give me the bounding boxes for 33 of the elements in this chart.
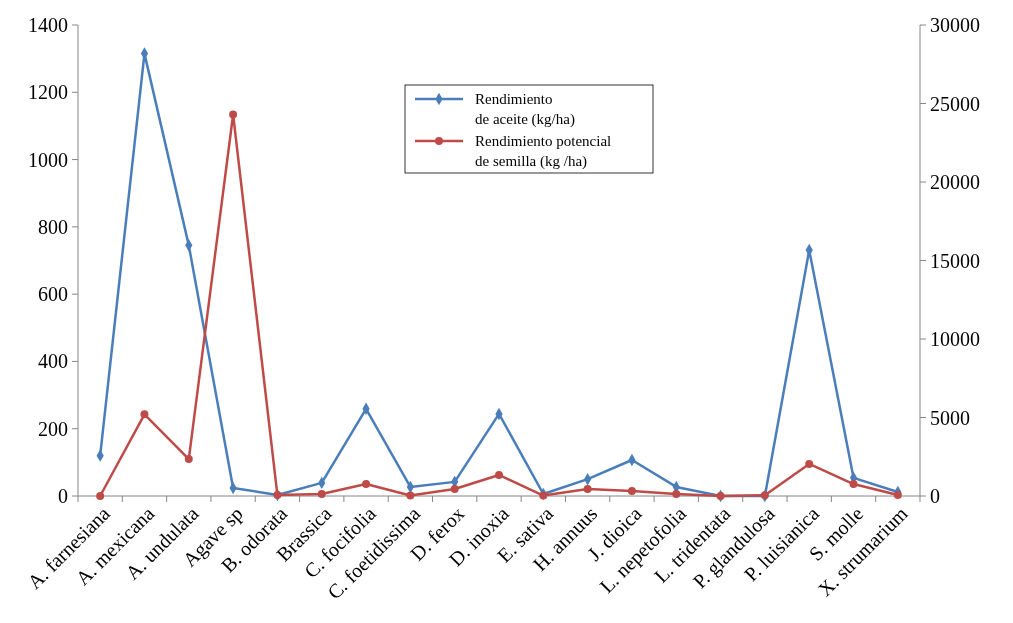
legend-label: Rendimiento potencial de semilla (kg /ha) xyxy=(475,133,612,171)
y-tick-label: 600 xyxy=(38,283,68,306)
y2-tick-label: 20000 xyxy=(930,171,980,193)
point xyxy=(317,489,326,498)
point xyxy=(450,484,459,493)
y2-tick-label: 25000 xyxy=(930,92,980,115)
y-tick-label: 800 xyxy=(38,215,68,238)
point xyxy=(140,410,149,419)
y2-tick-label: 15000 xyxy=(930,249,980,272)
y-tick-label: 1000 xyxy=(28,148,68,171)
point xyxy=(539,491,548,500)
point xyxy=(96,492,105,500)
point xyxy=(627,486,636,495)
point xyxy=(672,489,681,498)
y2-tick-label: 10000 xyxy=(930,328,980,350)
y-tick-label: 1400 xyxy=(28,14,68,36)
point xyxy=(849,480,858,489)
point xyxy=(893,491,902,500)
y-tick-label: 200 xyxy=(38,417,68,440)
point xyxy=(495,470,503,479)
y2-tick-label: 30000 xyxy=(930,14,980,36)
point xyxy=(229,110,238,119)
point xyxy=(184,455,193,464)
y-tick-label: 1200 xyxy=(28,81,68,104)
y-tick-label: 0 xyxy=(58,485,68,507)
y2-tick-label: 0 xyxy=(930,485,940,507)
point xyxy=(406,491,415,500)
point xyxy=(583,484,592,493)
y2-tick-label: 5000 xyxy=(930,406,970,429)
point xyxy=(805,459,814,468)
point xyxy=(362,480,371,489)
y-tick-label: 400 xyxy=(38,350,68,373)
legend-label: Rendimiento de aceite (kg/ha) xyxy=(475,91,575,129)
